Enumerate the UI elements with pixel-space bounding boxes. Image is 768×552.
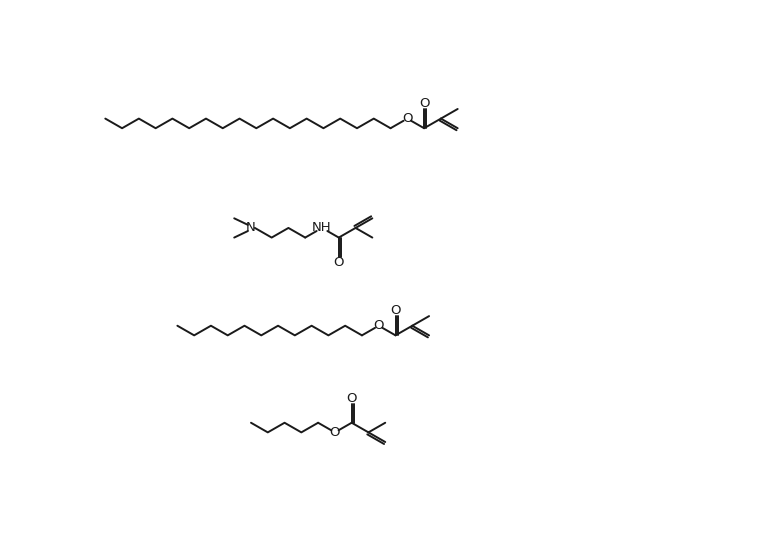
Text: N: N [246, 221, 256, 235]
Text: O: O [390, 304, 401, 317]
Text: O: O [419, 97, 429, 110]
Text: O: O [373, 319, 384, 332]
Text: O: O [329, 426, 340, 439]
Text: NH: NH [312, 221, 332, 235]
Text: O: O [346, 391, 357, 405]
Text: O: O [402, 112, 412, 125]
Text: O: O [333, 256, 344, 269]
